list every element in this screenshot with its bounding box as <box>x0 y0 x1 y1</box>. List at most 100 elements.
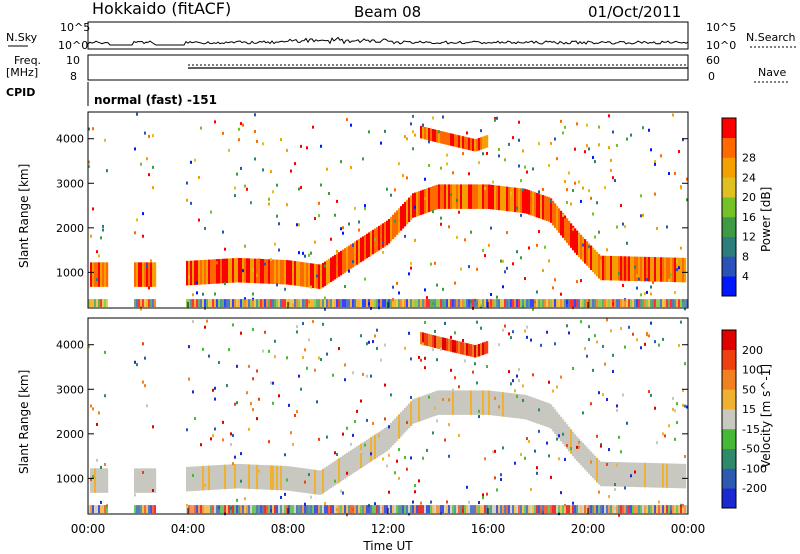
vel-heat-column <box>506 392 509 514</box>
vel-heat-speckle <box>380 358 382 362</box>
power-heat-speckle <box>446 153 448 157</box>
vel-heat-speckle <box>522 384 524 388</box>
vel-heat-cell <box>626 462 629 487</box>
power-heat-column <box>268 197 271 308</box>
vel-heat-speckle <box>514 389 516 393</box>
power-heat-speckle <box>502 285 504 289</box>
power-heat-cell <box>276 259 279 285</box>
power-heat-speckle <box>686 198 688 202</box>
power-heat-near-range <box>266 299 268 308</box>
power-heat-near-range <box>670 299 672 308</box>
power-heat-cell <box>492 184 495 210</box>
vel-heat-speckle <box>466 485 468 489</box>
power-heat-column <box>370 231 373 310</box>
power-heat-speckle <box>320 144 322 148</box>
vel-heat-cell <box>636 462 639 488</box>
vel-heat-speckle <box>602 344 604 348</box>
vel-heat-column <box>562 419 565 514</box>
power-heat-column <box>538 142 541 308</box>
vel-heat-near-range <box>244 505 246 514</box>
power-heat-speckle <box>310 251 312 255</box>
vel-heat-column <box>436 336 439 514</box>
power-heat-near-range <box>422 299 424 308</box>
power-heat-cell <box>444 131 447 145</box>
power-heat-column <box>678 150 681 308</box>
power-heat-column <box>276 183 279 308</box>
power-heat-cell <box>414 192 417 218</box>
vel-heat-near-range <box>226 505 228 514</box>
vel-heat-column <box>638 462 641 514</box>
power-heat-column <box>402 174 405 308</box>
vel-heat-near-range <box>364 505 366 514</box>
vel-heat-column <box>412 399 415 514</box>
power-heat-near-range <box>214 299 216 308</box>
power-heat-column <box>666 225 669 308</box>
vel-heat-speckle <box>630 474 632 478</box>
vel-heat-cell <box>460 390 463 415</box>
power-heat-cell <box>460 135 463 149</box>
vel-heat-cell <box>142 468 145 493</box>
vel-bar-swatch <box>722 468 736 489</box>
vel-heat-near-range <box>606 505 608 514</box>
vel-heat-cell <box>456 390 459 415</box>
vel-heat-cell <box>506 392 509 418</box>
vel-heat-speckle <box>252 377 254 381</box>
power-heat-cell <box>382 223 385 248</box>
vel-heat-speckle <box>548 454 550 458</box>
power-heat-cell <box>310 263 313 288</box>
power-heat-cell <box>322 262 325 288</box>
vel-heat-near-range <box>194 505 196 514</box>
power-heat-speckle <box>88 160 90 164</box>
vel-heat-cell <box>446 338 449 351</box>
power-heat-speckle <box>408 217 410 221</box>
vel-heat-column <box>628 325 631 514</box>
vel-heat-cell <box>270 465 273 490</box>
power-heat-cell <box>284 259 287 285</box>
power-heat-cell <box>318 264 321 289</box>
power-heat-column <box>382 223 385 308</box>
vel-heat-cell <box>218 465 221 490</box>
vel-heat-speckle <box>634 470 636 474</box>
power-heat-near-range <box>206 299 208 308</box>
vel-heat-speckle <box>346 471 348 475</box>
vel-heat-cell <box>652 463 655 488</box>
vel-heat-column <box>416 397 419 514</box>
power-heat-near-range <box>244 299 246 308</box>
power-heat-cell <box>384 221 387 247</box>
vel-heat-speckle <box>324 501 326 505</box>
power-heat-speckle <box>346 118 348 122</box>
vel-heat-speckle <box>596 340 598 344</box>
vel-heat-near-range <box>682 505 684 514</box>
vel-heat-cell <box>680 463 683 489</box>
power-heat-cell <box>294 261 297 286</box>
vel-heat-cell <box>532 397 535 423</box>
power-heat-column <box>590 196 593 308</box>
power-heat-speckle <box>468 172 470 176</box>
vel-heat-near-range <box>240 505 242 514</box>
vel-heat-cell <box>634 462 637 488</box>
power-heat-near-range <box>292 299 294 308</box>
vel-heat-speckle <box>258 397 260 401</box>
vel-heat-cell <box>290 466 293 492</box>
vel-heat-near-range <box>376 505 378 514</box>
vel-heat-speckle <box>606 462 608 466</box>
power-heat-cell <box>536 192 539 218</box>
power-heat-column <box>636 256 639 308</box>
vel-heat-cell <box>478 390 481 415</box>
vel-heat-speckle <box>476 320 478 324</box>
vel-heat-near-range <box>198 505 200 514</box>
vel-heat-column <box>632 332 635 514</box>
power-heat-near-range <box>578 299 580 308</box>
power-heat-cell <box>368 232 371 257</box>
vel-heat-speckle <box>366 418 368 422</box>
power-heat-cell <box>488 184 491 210</box>
vel-heat-speckle <box>296 330 298 334</box>
power-heat-cell <box>600 255 603 281</box>
vel-heat-cell <box>468 390 471 415</box>
vel-heat-speckle <box>306 366 308 370</box>
power-heat-column <box>344 248 347 308</box>
power-heat-cell <box>462 184 465 209</box>
power-heat-speckle <box>604 186 606 190</box>
vel-heat-speckle <box>136 363 138 367</box>
power-heat-cell <box>420 125 423 139</box>
